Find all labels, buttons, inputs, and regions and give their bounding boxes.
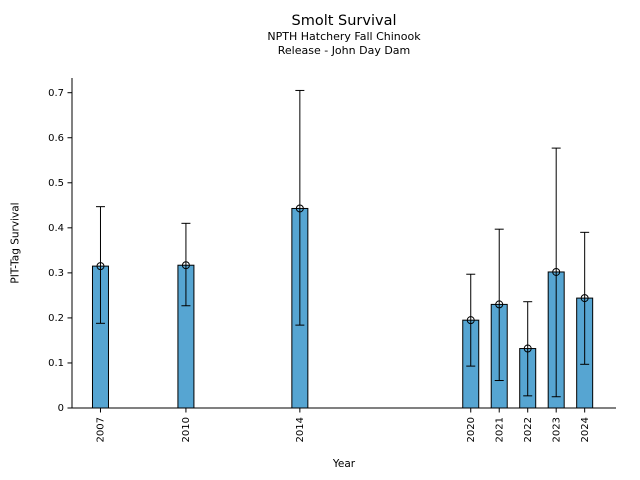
marker-2007 <box>96 262 105 271</box>
x-tick-label-2020: 2020 <box>466 417 477 442</box>
chart-title: Smolt Survival <box>292 13 397 29</box>
x-tick-label-2021: 2021 <box>494 417 505 442</box>
chart-subtitle-line1: NPTH Hatchery Fall Chinook <box>267 30 421 43</box>
x-axis-label: Year <box>332 458 356 470</box>
x-tick-label-2014: 2014 <box>295 417 306 442</box>
y-tick-label: 0.5 <box>48 178 64 189</box>
y-tick-label: 0.4 <box>48 223 64 234</box>
marker-2010 <box>181 261 190 270</box>
marker-2023 <box>552 267 561 276</box>
y-tick-label: 0 <box>58 403 64 414</box>
y-tick-label: 0.1 <box>48 358 64 369</box>
y-tick-label: 0.6 <box>48 133 64 144</box>
plot-area: 0 0.1 0.2 0.3 0.4 0.5 0.6 0.7 2007 2010 2014 2020 20… <box>48 78 616 442</box>
y-tick-label: 0.3 <box>48 268 64 279</box>
marker-2014 <box>295 204 304 213</box>
y-tick-label: 0.7 <box>48 88 64 99</box>
marker-2020 <box>466 316 475 325</box>
marker-2022 <box>523 344 532 353</box>
y-axis-label: PIT-Tag Survival <box>9 202 21 283</box>
y-tick-label: 0.2 <box>48 313 64 324</box>
x-tick-label-2010: 2010 <box>181 417 192 442</box>
x-tick-label-2007: 2007 <box>96 417 107 442</box>
marker-2024 <box>580 294 589 303</box>
x-tick-label-2024: 2024 <box>580 417 591 442</box>
x-tick-label-2022: 2022 <box>523 417 534 442</box>
x-tick-label-2023: 2023 <box>551 417 562 442</box>
marker-2021 <box>495 300 504 309</box>
chart-subtitle-line2: Release - John Day Dam <box>278 44 411 57</box>
